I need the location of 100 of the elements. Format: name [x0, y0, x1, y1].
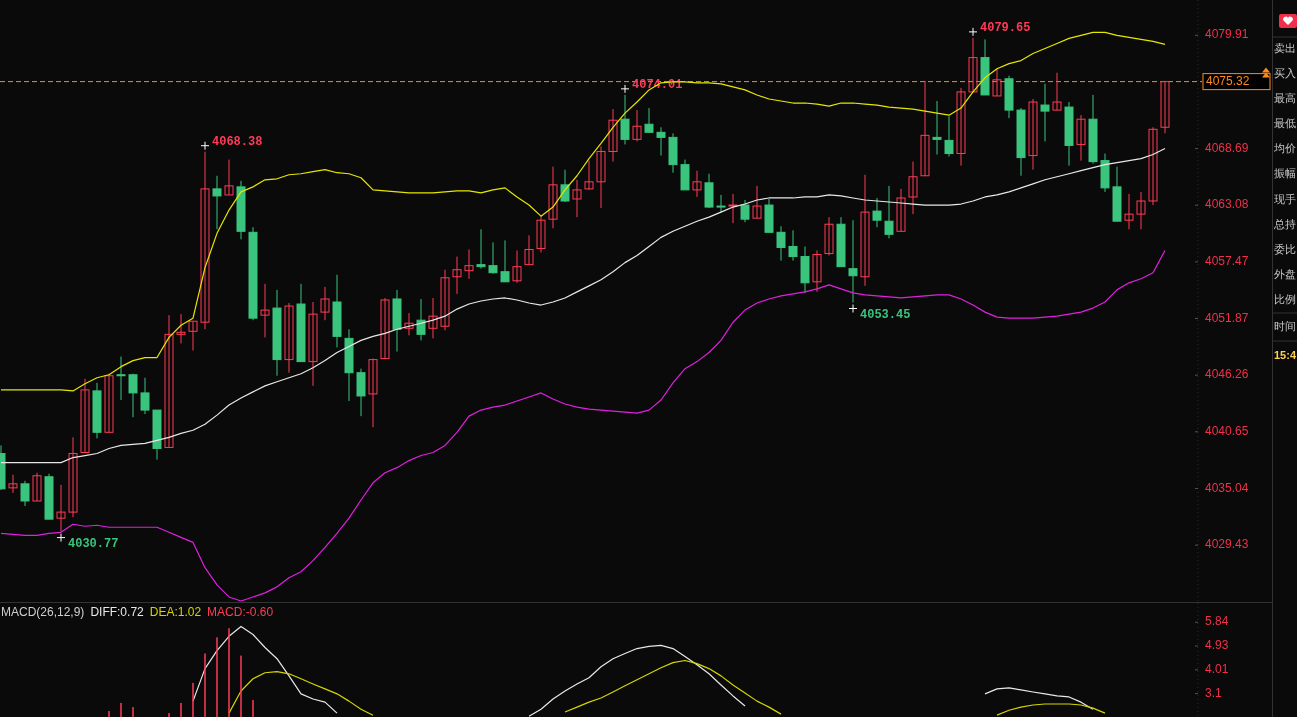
y-tick-label: 4029.43	[1205, 537, 1249, 552]
series-label: MACD:-0.60	[207, 605, 274, 619]
candlestick	[368, 358, 378, 428]
candlestick	[548, 166, 558, 229]
candlestick	[284, 302, 294, 374]
text: 15:4	[1274, 348, 1297, 361]
candlestick	[116, 356, 126, 401]
candlestick	[920, 80, 930, 177]
candlestick	[968, 37, 978, 93]
ref-line-label: 4075.32	[1206, 73, 1250, 88]
candlestick	[188, 320, 198, 351]
annotation: 4030.77	[68, 536, 119, 551]
text: DEA:1.02	[149, 605, 202, 619]
candlestick	[692, 170, 702, 198]
text: 均价	[1273, 142, 1296, 155]
y-tick-label: 5.84	[1205, 614, 1229, 629]
candlestick	[1076, 114, 1086, 162]
candlestick	[608, 108, 618, 163]
candlestick	[104, 373, 114, 433]
candlestick	[164, 314, 174, 448]
candlestick	[500, 239, 510, 283]
candlestick	[1028, 98, 1038, 171]
candlestick	[944, 115, 954, 158]
candlestick	[536, 215, 546, 254]
y-tick-label: 4035.04	[1205, 480, 1249, 495]
annotation: 4079.65	[980, 20, 1031, 35]
candlestick	[596, 145, 606, 209]
text: 最低	[1274, 117, 1296, 130]
candlestick	[788, 229, 798, 262]
candlestick	[932, 100, 942, 156]
candlestick	[380, 297, 390, 360]
candlestick	[956, 87, 966, 167]
y-tick-label: 4040.65	[1205, 423, 1249, 438]
candlestick	[452, 256, 462, 295]
y-tick-label: 4057.47	[1205, 254, 1249, 269]
text: 卖出	[1274, 41, 1296, 54]
text: 最高	[1274, 92, 1296, 105]
candlestick	[176, 313, 186, 344]
candlestick	[1040, 83, 1050, 142]
candlestick	[728, 193, 738, 224]
candlestick	[572, 179, 582, 218]
line-series	[0, 31, 1166, 392]
candlestick	[260, 283, 270, 338]
candlestick	[512, 250, 522, 284]
candlestick	[740, 199, 750, 223]
candlestick	[56, 484, 66, 533]
candlestick	[1160, 80, 1170, 134]
line-series	[0, 249, 1166, 602]
candlestick	[872, 197, 882, 228]
candlestick	[716, 194, 726, 213]
candlestick	[1052, 72, 1062, 111]
candlestick	[656, 126, 666, 157]
candlestick	[8, 474, 18, 494]
candlestick	[620, 94, 630, 145]
candlestick	[1136, 191, 1146, 230]
text: 比例	[1274, 292, 1296, 305]
candlestick	[884, 185, 894, 239]
candlestick	[224, 159, 234, 196]
y-tick-label: 3.1	[1205, 685, 1223, 700]
text: 总持	[1273, 217, 1296, 230]
chart-title: MACD(26,12,9)	[1, 605, 85, 619]
candlestick	[320, 286, 330, 321]
annotation: 4053.45	[860, 307, 911, 322]
text: 买入	[1274, 67, 1296, 80]
candlestick	[1148, 126, 1158, 206]
candlestick	[524, 234, 534, 266]
candlestick	[812, 250, 822, 293]
candlestick	[584, 160, 594, 191]
candlestick	[404, 312, 414, 336]
candlestick	[356, 368, 366, 417]
candlestick	[128, 373, 138, 418]
candlestick	[428, 297, 438, 339]
candlestick	[32, 472, 42, 502]
text: DIFF:0.72	[90, 605, 145, 619]
y-tick-label: 4068.69	[1205, 140, 1249, 155]
y-tick-label: 4.01	[1205, 662, 1229, 677]
candlestick	[824, 216, 834, 257]
candlestick	[416, 298, 426, 341]
candlestick	[1124, 193, 1134, 230]
candlestick	[896, 188, 906, 232]
candlestick	[992, 68, 1002, 97]
y-tick-label: 4046.26	[1205, 367, 1249, 382]
candlestick	[776, 225, 786, 262]
y-tick-label: 4.93	[1205, 638, 1229, 653]
candlestick	[68, 436, 78, 518]
candlestick	[632, 109, 642, 142]
candlestick	[308, 301, 318, 387]
text: 时间	[1274, 319, 1296, 332]
candlestick	[440, 269, 450, 331]
candlestick	[752, 185, 762, 219]
candlestick	[908, 161, 918, 215]
text: 现手	[1274, 192, 1296, 205]
candlestick	[848, 219, 858, 304]
y-tick-label: 4051.87	[1205, 310, 1249, 325]
annotation: 4068.38	[212, 134, 263, 149]
candlestick	[80, 378, 90, 454]
candlestick	[200, 151, 210, 330]
candlestick	[488, 241, 498, 275]
y-tick-label: 4063.08	[1205, 197, 1249, 212]
candlestick	[212, 175, 222, 230]
